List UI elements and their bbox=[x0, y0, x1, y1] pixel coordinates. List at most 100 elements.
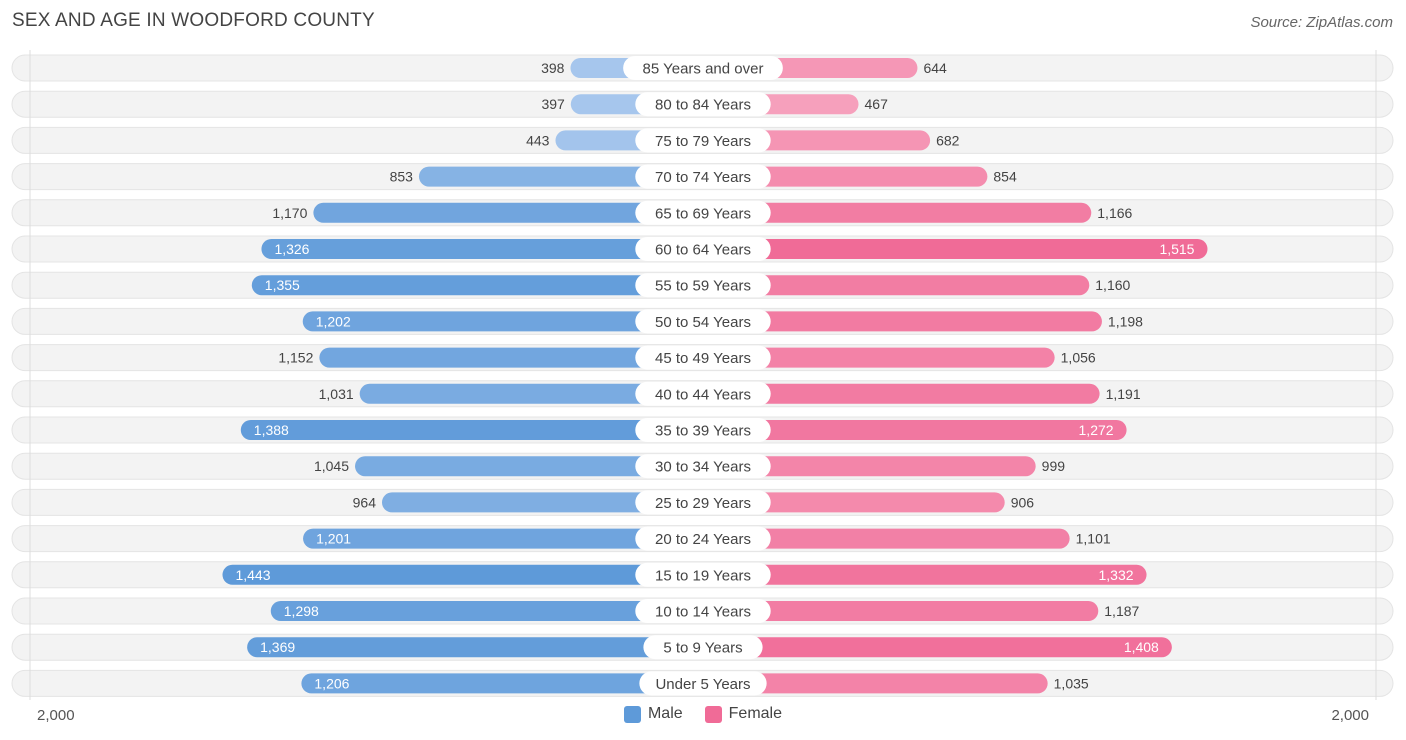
male-value-label: 1,369 bbox=[260, 639, 295, 655]
population-pyramid-chart: 398 644 85 Years and over 397 467 80 to 84 Ye… bbox=[11, 50, 1394, 700]
legend-item-male[interactable]: Male bbox=[623, 705, 683, 723]
category-label-background bbox=[635, 599, 771, 623]
female-value-label: 1,056 bbox=[1061, 350, 1096, 366]
category-label-background bbox=[635, 128, 771, 153]
category-label-background bbox=[635, 273, 771, 298]
axis-label-right: 2,000 bbox=[1331, 707, 1369, 724]
female-value-label: 999 bbox=[1042, 458, 1066, 474]
male-value-label: 397 bbox=[541, 96, 565, 112]
male-value-label: 1,443 bbox=[235, 567, 270, 583]
category-label: Under 5 Years bbox=[655, 676, 750, 693]
female-bar bbox=[703, 420, 1127, 440]
female-value-label: 1,101 bbox=[1076, 531, 1111, 547]
category-label: 30 to 34 Years bbox=[655, 459, 751, 476]
category-label-background bbox=[635, 526, 771, 551]
category-label-background bbox=[635, 200, 771, 225]
category-label: 60 to 64 Years bbox=[655, 242, 751, 259]
male-bar bbox=[418, 166, 703, 187]
category-label-background bbox=[635, 381, 771, 406]
category-label: 15 to 19 Years bbox=[655, 567, 751, 584]
source-note: Source: ZipAtlas.com bbox=[1250, 14, 1393, 31]
female-value-label: 644 bbox=[923, 60, 947, 76]
female-value-label: 467 bbox=[865, 96, 889, 112]
category-label: 20 to 24 Years bbox=[655, 531, 751, 548]
female-bar bbox=[703, 456, 1036, 477]
legend-label-female: Female bbox=[728, 705, 783, 722]
category-label: 5 to 9 Years bbox=[663, 640, 742, 657]
male-value-label: 1,202 bbox=[316, 313, 351, 329]
category-label: 10 to 14 Years bbox=[655, 604, 751, 621]
legend-item-female[interactable]: Female bbox=[704, 705, 783, 723]
category-label: 75 to 79 Years bbox=[655, 133, 751, 150]
male-value-label: 964 bbox=[353, 494, 377, 510]
female-bar bbox=[703, 275, 1090, 296]
female-value-label: 1,408 bbox=[1124, 639, 1159, 655]
male-bar bbox=[313, 202, 703, 223]
category-label-background bbox=[635, 237, 771, 261]
female-value-label: 1,332 bbox=[1099, 567, 1134, 583]
chart-title: SEX AND AGE IN WOODFORD COUNTY bbox=[12, 10, 375, 31]
male-bar bbox=[240, 420, 703, 440]
category-label: 65 to 69 Years bbox=[655, 205, 751, 222]
category-label-background bbox=[639, 671, 767, 696]
male-value-label: 1,152 bbox=[278, 350, 313, 366]
female-value-label: 1,166 bbox=[1097, 205, 1132, 221]
legend-label-male: Male bbox=[647, 705, 683, 722]
female-bar bbox=[703, 601, 1099, 621]
male-value-label: 398 bbox=[541, 60, 565, 76]
female-bar bbox=[703, 528, 1070, 549]
category-label-background bbox=[635, 164, 771, 189]
male-value-label: 1,206 bbox=[314, 675, 349, 691]
legend-swatch-female bbox=[704, 705, 722, 723]
female-value-label: 854 bbox=[993, 169, 1017, 185]
category-label-background bbox=[635, 562, 771, 587]
male-bar bbox=[302, 311, 703, 332]
female-bar bbox=[703, 637, 1172, 658]
category-label: 40 to 44 Years bbox=[655, 386, 751, 403]
male-bar bbox=[303, 528, 703, 549]
legend: Male Female bbox=[0, 705, 1406, 723]
legend-swatch-male bbox=[623, 705, 641, 723]
male-bar bbox=[251, 275, 703, 296]
category-label: 85 Years and over bbox=[643, 61, 764, 78]
male-bar bbox=[381, 492, 703, 513]
male-value-label: 1,031 bbox=[319, 386, 354, 402]
female-value-label: 1,515 bbox=[1159, 241, 1194, 257]
male-bar bbox=[319, 347, 703, 368]
category-label: 25 to 29 Years bbox=[655, 495, 751, 512]
male-bar bbox=[355, 456, 703, 477]
category-label-background bbox=[623, 56, 783, 80]
category-label-background bbox=[635, 92, 771, 117]
female-value-label: 1,272 bbox=[1079, 422, 1114, 438]
male-value-label: 853 bbox=[390, 169, 414, 185]
female-bar bbox=[703, 492, 1005, 513]
female-bar bbox=[703, 347, 1055, 368]
category-label: 55 to 59 Years bbox=[655, 278, 751, 295]
axis-label-left: 2,000 bbox=[37, 707, 75, 724]
category-label: 35 to 39 Years bbox=[655, 423, 751, 440]
male-bar bbox=[247, 637, 704, 658]
female-bar bbox=[703, 673, 1048, 694]
category-label-background bbox=[643, 635, 763, 660]
male-value-label: 1,045 bbox=[314, 458, 349, 474]
category-label-background bbox=[635, 454, 771, 479]
female-value-label: 682 bbox=[936, 132, 960, 148]
male-bar bbox=[301, 673, 703, 694]
female-value-label: 1,035 bbox=[1054, 675, 1089, 691]
category-label: 50 to 54 Years bbox=[655, 314, 751, 331]
category-label-background bbox=[635, 418, 771, 442]
male-value-label: 1,298 bbox=[284, 603, 319, 619]
male-value-label: 1,355 bbox=[265, 277, 300, 293]
male-bar bbox=[222, 564, 703, 585]
male-bar bbox=[359, 383, 703, 404]
male-bar bbox=[261, 239, 703, 259]
male-value-label: 1,326 bbox=[274, 241, 309, 257]
category-label-background bbox=[635, 490, 771, 515]
female-bar bbox=[703, 311, 1102, 332]
female-value-label: 1,160 bbox=[1095, 277, 1130, 293]
female-value-label: 1,187 bbox=[1104, 603, 1139, 619]
female-bar bbox=[703, 202, 1092, 223]
male-value-label: 1,201 bbox=[316, 531, 351, 547]
female-value-label: 1,198 bbox=[1108, 313, 1143, 329]
category-label: 45 to 49 Years bbox=[655, 350, 751, 367]
